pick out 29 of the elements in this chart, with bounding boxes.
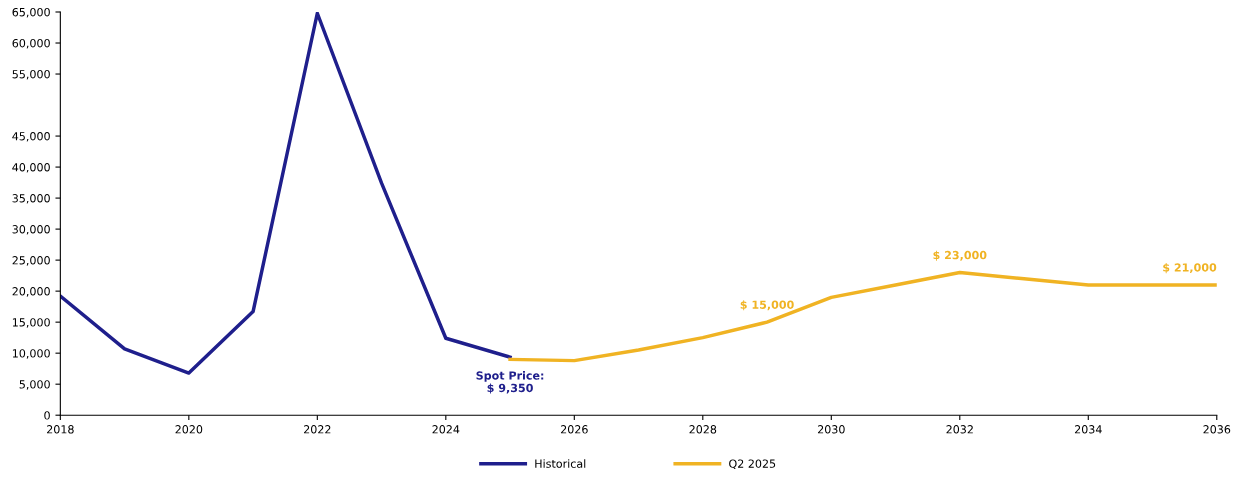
x-tick-label: 2018 — [47, 425, 74, 434]
x-tick-label: 2024 — [432, 425, 460, 434]
x-tick-label: 2028 — [689, 425, 717, 434]
y-tick-label: 15,000 — [12, 318, 50, 328]
y-tick-label: 55,000 — [12, 70, 50, 80]
x-tick-label: 2022 — [304, 425, 331, 434]
y-tick-label: 0 — [44, 411, 50, 420]
y-tick-label: 40,000 — [12, 163, 50, 173]
x-tick-label: 2034 — [1074, 425, 1102, 434]
x-tick-label: 2026 — [560, 425, 588, 434]
x-tick-label: 2036 — [1203, 425, 1231, 434]
y-tick-label: 60,000 — [12, 38, 50, 49]
annotation: Spot Price: $ 9,350 — [476, 371, 544, 394]
annotation: $ 15,000 — [740, 300, 794, 311]
y-tick-label: 65,000 — [12, 7, 50, 18]
y-tick-label: 25,000 — [12, 256, 50, 266]
y-tick-label: 5,000 — [19, 380, 50, 390]
annotation: $ 23,000 — [933, 250, 987, 261]
legend-label: Q2 2025 — [729, 459, 776, 470]
y-tick-label: 20,000 — [12, 287, 50, 297]
legend-label: Historical — [535, 459, 586, 468]
y-tick-label: 10,000 — [12, 349, 50, 359]
y-tick-label: 45,000 — [12, 132, 50, 142]
x-tick-label: 2020 — [175, 425, 203, 434]
annotation: $ 21,000 — [1163, 263, 1217, 274]
y-tick-label: 30,000 — [12, 225, 50, 235]
x-tick-label: 2030 — [817, 425, 845, 434]
y-tick-label: 35,000 — [12, 194, 50, 204]
x-tick-label: 2032 — [946, 425, 973, 434]
